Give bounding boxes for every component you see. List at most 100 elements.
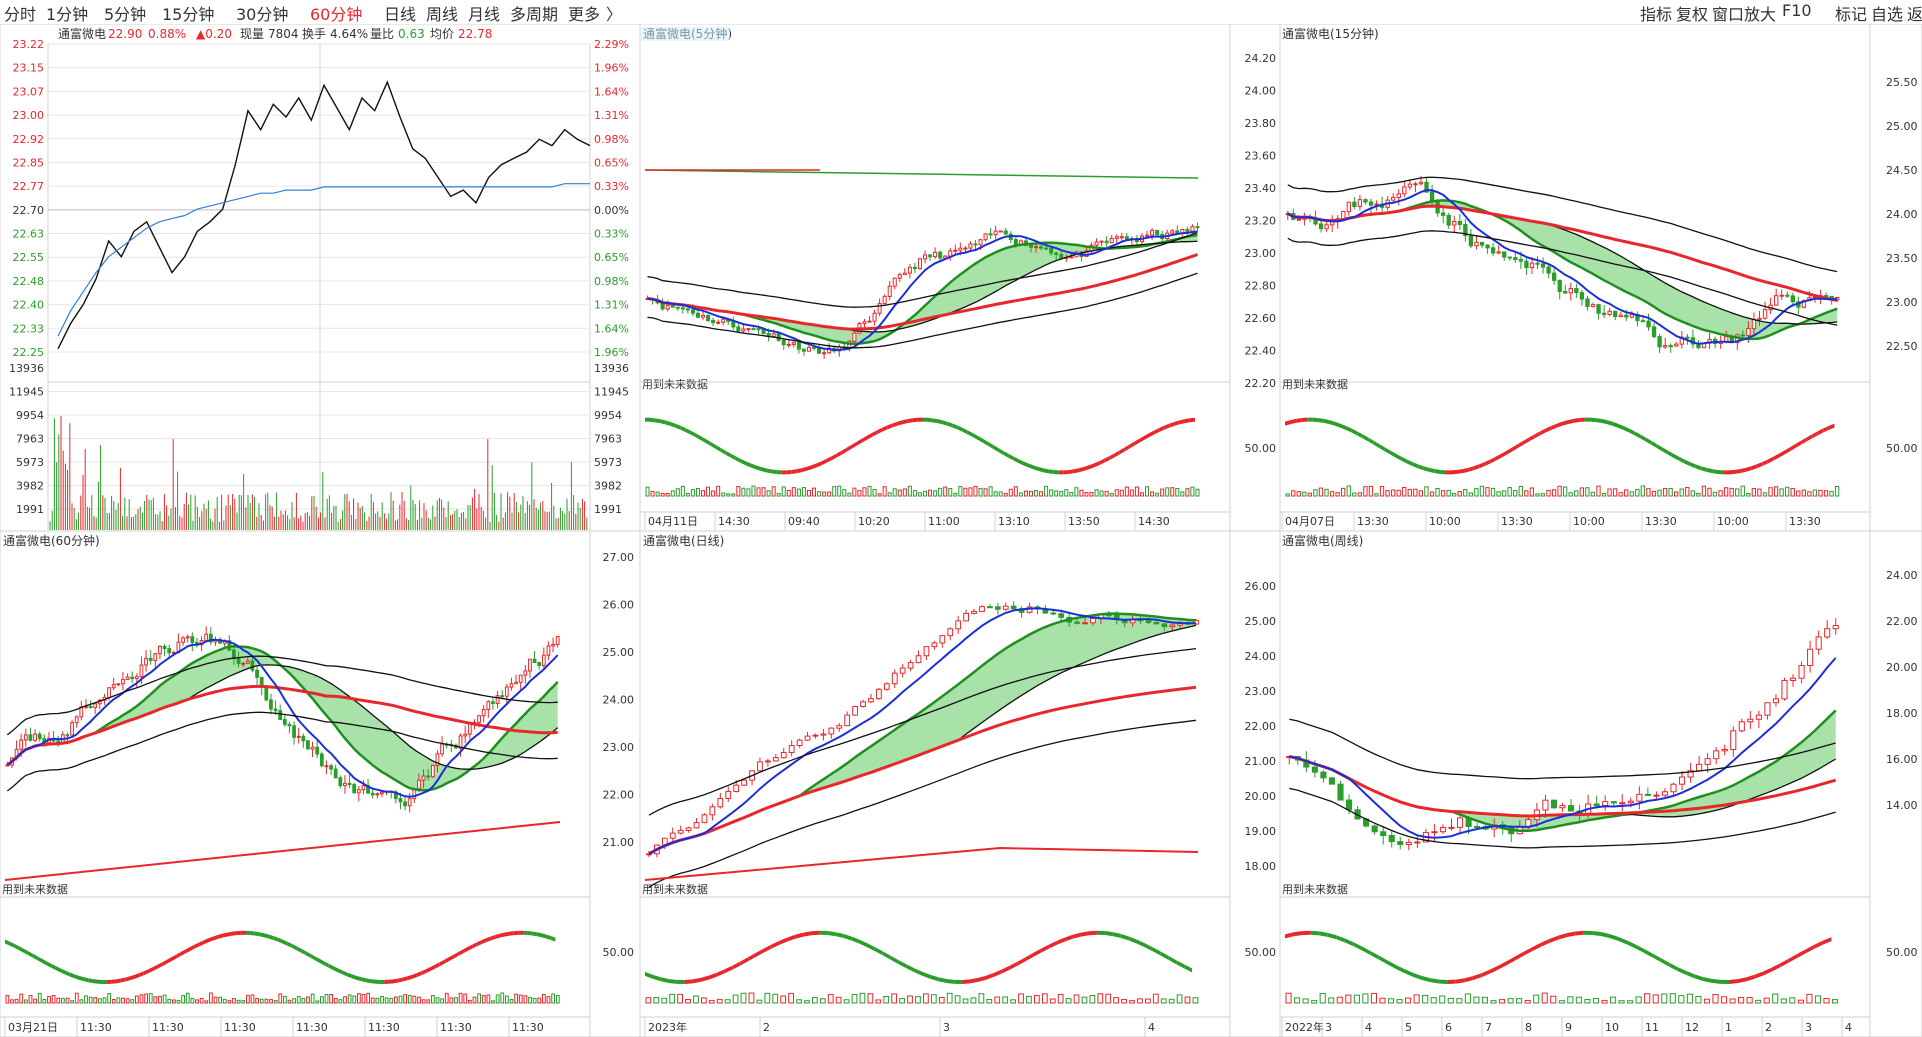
indicator-wave <box>993 969 1002 977</box>
indicator-bar <box>983 488 988 497</box>
indicator-wave <box>1660 958 1670 967</box>
indicator-bar <box>1807 491 1812 497</box>
indicator-wave <box>338 968 343 975</box>
candle-body <box>1618 314 1623 318</box>
indicator-bar <box>867 993 874 1004</box>
indicator-wave <box>268 934 274 940</box>
indicator-wave <box>194 942 200 949</box>
indicator-wave <box>1078 466 1084 473</box>
toolbar-item[interactable]: 窗口放大 <box>1712 5 1777 24</box>
indicator-wave <box>1189 417 1195 423</box>
candle-body <box>716 321 721 324</box>
candle-body <box>1094 241 1099 246</box>
indicator-bar <box>736 486 741 497</box>
timeframe-tab[interactable]: 15分钟 <box>162 5 215 24</box>
indicator-wave <box>801 466 807 473</box>
timeframe-tab[interactable]: 60分钟 <box>310 5 363 24</box>
indicator-wave <box>1168 955 1177 965</box>
indicator-wave <box>1307 417 1313 422</box>
indicator-wave <box>1120 933 1129 941</box>
timeframe-tab[interactable]: 更多 <box>568 5 601 24</box>
indicator-wave <box>856 438 862 446</box>
indicator-bar <box>1823 998 1830 1004</box>
indicator-bar <box>1712 994 1719 1004</box>
indicator-bar <box>721 492 726 497</box>
timeframe-tab[interactable]: 月线 <box>468 5 501 24</box>
indicator-wave <box>375 979 380 984</box>
price-tick: 22.40 <box>13 299 45 312</box>
indicator-wave <box>967 430 973 438</box>
candle-body <box>1502 251 1507 258</box>
indicator-bar <box>912 490 917 497</box>
toolbar-item[interactable]: 标记 <box>1835 5 1868 24</box>
indicator-bar <box>1801 489 1806 497</box>
toolbar-item[interactable]: 自选 <box>1871 5 1904 24</box>
timeframe-tab[interactable]: 日线 <box>384 5 417 24</box>
indicator-bar <box>933 490 938 497</box>
indicator-bar <box>1479 485 1485 497</box>
candle-body <box>130 676 135 680</box>
timeframe-tab[interactable]: 1分钟 <box>46 5 89 24</box>
indicator-bar <box>1535 493 1540 497</box>
indicator-wave <box>1694 974 1704 982</box>
ma-blue-line <box>6 638 559 798</box>
indicator-wave <box>1479 462 1485 469</box>
ma-red-line <box>1287 204 1838 302</box>
candle-body <box>1044 247 1049 250</box>
indicator-bar <box>1041 993 1048 1004</box>
candle-body <box>706 315 711 321</box>
x-tick: 2 <box>763 1021 770 1034</box>
indicator-wave <box>652 974 661 982</box>
indicator-wave <box>1154 427 1160 435</box>
indicator-wave <box>490 934 496 941</box>
candle-body <box>458 735 463 749</box>
indicator-bar <box>1124 486 1129 497</box>
indicator-wave <box>954 979 963 984</box>
toolbar-item[interactable]: 指标 <box>1640 5 1673 24</box>
indicator-bar <box>788 992 794 1004</box>
timeframe-tab[interactable]: 多周期 <box>510 5 559 24</box>
indicator-wave <box>867 432 873 440</box>
indicator-bar <box>978 993 985 1004</box>
toolbar-item[interactable]: F10 <box>1782 1 1812 20</box>
timeframe-tab[interactable]: 分时 <box>4 5 37 24</box>
indicator-bar <box>555 995 560 1004</box>
candle-body <box>181 637 185 643</box>
indicator-bar <box>1669 993 1676 1004</box>
indicator-bar <box>398 995 403 1004</box>
indicator-bar <box>1341 487 1346 497</box>
timeframe-tab[interactable]: 30分钟 <box>236 5 289 24</box>
indicator-wave <box>1512 443 1519 452</box>
header-avg: 22.78 <box>458 27 492 41</box>
candle-body <box>65 734 70 737</box>
indicator-bar <box>1440 490 1446 497</box>
indicator-wave <box>370 979 375 984</box>
toolbar-item[interactable]: 复权 <box>1676 5 1709 24</box>
indicator-bar <box>1501 490 1507 497</box>
indicator-wave <box>347 972 352 979</box>
candle-body <box>1028 245 1033 248</box>
timeframe-tab[interactable]: 5分钟 <box>104 5 147 24</box>
indicator-bar <box>832 486 837 497</box>
timeframe-tab[interactable]: 周线 <box>426 5 459 24</box>
candle-body <box>1755 714 1762 720</box>
indicator-bar <box>1402 486 1407 497</box>
candle-body <box>1405 841 1412 845</box>
candle-body <box>107 687 111 698</box>
indicator-wave <box>907 418 913 424</box>
indicator-bar <box>907 485 912 497</box>
indicator-bar <box>1294 997 1301 1004</box>
candle-body <box>958 247 963 251</box>
indicator-bar <box>953 492 958 497</box>
sub-tick-right: 50.00 <box>1886 442 1918 455</box>
indicator-bar <box>706 486 711 497</box>
indicator-bar <box>1396 489 1401 497</box>
more-chevron-icon[interactable]: 〉 <box>606 5 623 24</box>
indicator-bar <box>897 489 902 497</box>
indicator-bar <box>796 488 801 497</box>
indicator-bar <box>899 998 905 1004</box>
future-data-label: 用到未来数据 <box>1282 377 1348 391</box>
indicator-bar <box>1585 487 1590 497</box>
indicator-bar <box>842 489 847 497</box>
candle-body <box>963 612 969 622</box>
